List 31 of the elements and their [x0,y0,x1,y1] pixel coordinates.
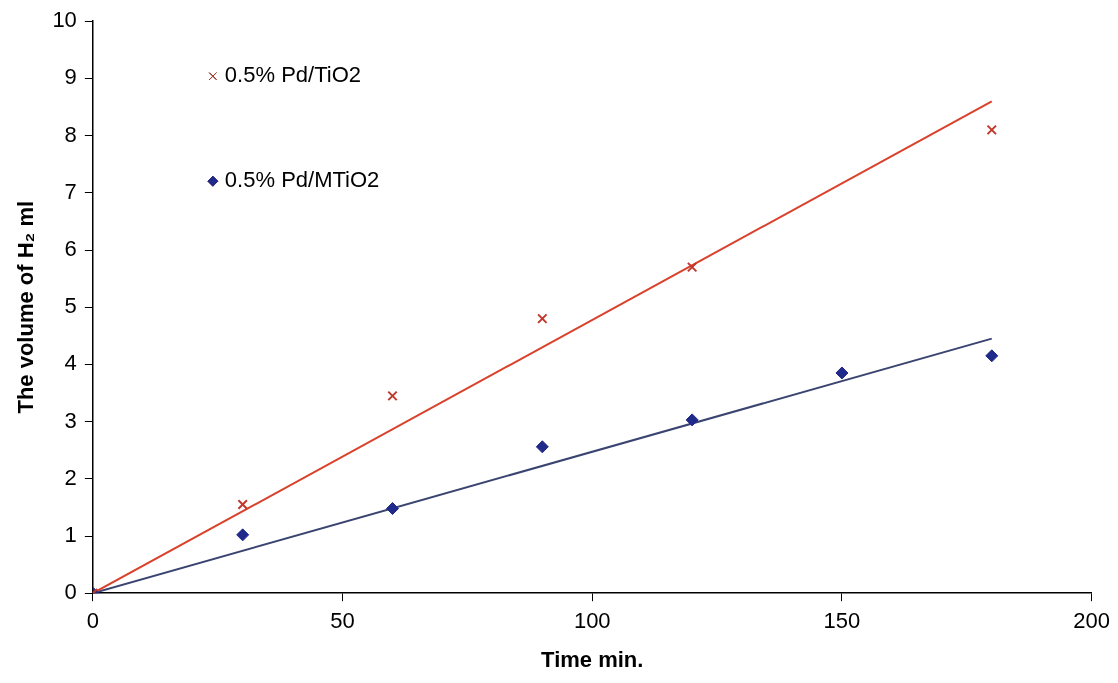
point [387,390,398,402]
point [686,261,698,273]
y-tick-label: 4 [64,350,77,376]
x-tick-label: 100 [573,608,611,634]
y-tick-label: 2 [64,464,77,490]
y-tick-label: 9 [64,64,77,90]
legend-label: 0.5% Pd/MTiO2 [224,167,380,193]
y-tick-label: 10 [52,7,77,33]
x-tick-label: 200 [1073,608,1111,634]
point [535,440,549,454]
y-tick-label: 0 [64,579,77,605]
y-axis-title: The volume of H₂ ml [13,200,39,414]
x-tick-label: 50 [330,608,355,634]
legend-label: 0.5% Pd/TiO2 [224,62,362,88]
point [685,413,699,427]
y-tick-label: 7 [64,178,77,204]
x-tick-label: 150 [823,608,861,634]
point [386,502,399,516]
point [835,366,849,380]
point [985,349,999,363]
y-tick-label: 5 [64,293,77,319]
y-tick-label: 1 [64,522,77,548]
y-tick-label: 3 [64,407,77,433]
point [236,528,250,542]
y-tick-label: 6 [64,236,77,262]
point [537,313,548,324]
y-tick-label: 8 [64,121,77,147]
x-axis-title: Time min. [541,646,644,672]
x-tick-label: 0 [86,608,99,634]
point [237,499,248,510]
point [986,124,998,136]
